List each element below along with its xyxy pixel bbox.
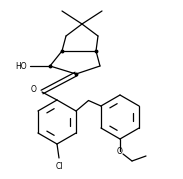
Text: O: O — [30, 84, 36, 93]
Text: Cl: Cl — [55, 162, 63, 171]
Text: O: O — [117, 146, 123, 156]
Text: HO: HO — [15, 62, 27, 71]
